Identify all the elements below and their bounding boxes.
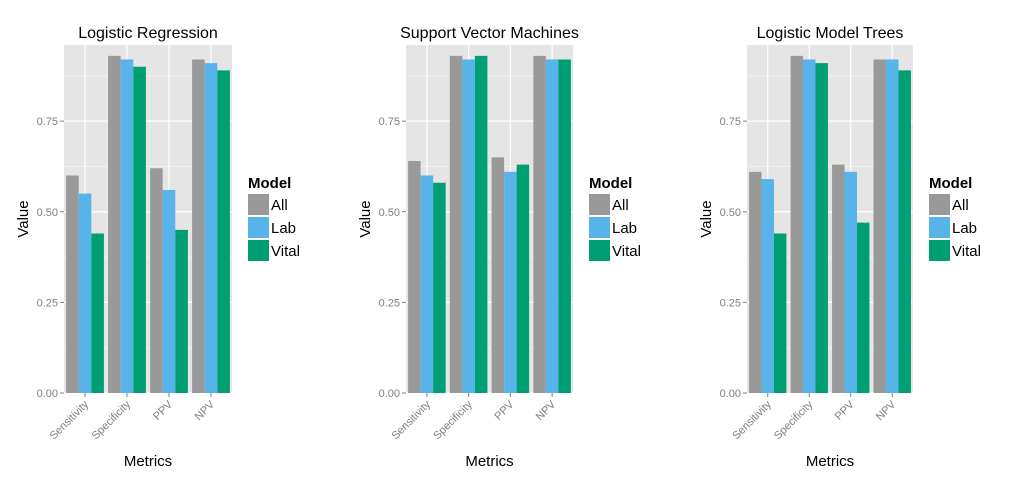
legend-key-lab (929, 217, 950, 238)
y-tick-label: 0.75 (720, 116, 741, 128)
legend-label-lab: Lab (271, 220, 296, 237)
bar-all-sensitivity (749, 171, 762, 393)
y-tick-label: 0.00 (379, 388, 400, 400)
legend-key-vital (248, 240, 269, 261)
chart-title: Logistic Regression (78, 25, 218, 42)
bar-all-npv (533, 55, 546, 393)
legend-label-all: All (952, 197, 969, 214)
bar-lab-sensitivity (420, 175, 434, 393)
bar-all-specificity (790, 55, 804, 393)
legend-title: Model (589, 175, 632, 192)
bar-all-ppv (832, 164, 845, 393)
legend: Model All Lab Vital (589, 175, 641, 261)
x-tick-label: NPV (534, 398, 559, 423)
y-tick-label: 0.50 (37, 207, 58, 219)
bar-vital-ppv (175, 229, 188, 393)
x-tick-label: NPV (874, 398, 899, 423)
legend-label-vital: Vital (952, 243, 981, 260)
legend-key-all (248, 194, 269, 215)
legend-key-lab (248, 217, 269, 238)
x-axis-title: Metrics (806, 453, 854, 470)
bar-lab-npv (886, 59, 899, 393)
bar-all-specificity (449, 55, 463, 393)
chart-title: Logistic Model Trees (757, 25, 904, 42)
y-tick-label: 0.25 (379, 297, 400, 309)
bar-all-ppv (150, 168, 163, 393)
bar-vital-npv (558, 59, 571, 393)
legend-key-vital (929, 240, 950, 261)
bar-lab-npv (545, 59, 559, 393)
bar-all-npv (873, 59, 887, 393)
y-axis-title: Value (15, 200, 32, 237)
bar-all-specificity (108, 55, 121, 393)
bar-lab-specificity (120, 59, 134, 393)
y-tick-label: 0.75 (37, 116, 58, 128)
bar-vital-sensitivity (773, 233, 787, 393)
x-tick-label: NPV (193, 398, 218, 423)
y-tick-label: 0.50 (720, 207, 741, 219)
y-tick-label: 0.00 (37, 388, 58, 400)
bar-lab-specificity (803, 59, 816, 393)
x-tick-label: Sensitivity (389, 398, 433, 442)
bar-vital-sensitivity (91, 233, 104, 393)
bar-all-sensitivity (66, 175, 79, 393)
x-tick-label: Specificity (431, 398, 475, 442)
x-axis-title: Metrics (124, 453, 172, 470)
y-axis-title: Value (698, 200, 715, 237)
x-tick-label: PPV (492, 398, 517, 423)
bar-lab-sensitivity (761, 179, 774, 393)
legend-label-lab: Lab (612, 220, 637, 237)
legend-title: Model (248, 175, 291, 192)
bar-vital-npv (898, 70, 911, 393)
y-tick-label: 0.25 (37, 297, 58, 309)
x-tick-label: Specificity (90, 398, 134, 442)
bar-vital-sensitivity (433, 182, 446, 393)
legend-key-vital (589, 240, 610, 261)
y-axis-title: Value (357, 200, 374, 237)
bar-lab-ppv (844, 171, 857, 393)
x-axis-title: Metrics (465, 453, 513, 470)
bar-vital-specificity (133, 66, 146, 393)
legend-title: Model (929, 175, 972, 192)
y-tick-label: 0.25 (720, 297, 741, 309)
bar-vital-ppv (856, 222, 870, 393)
y-tick-label: 0.75 (379, 116, 400, 128)
legend-key-all (589, 194, 610, 215)
y-tick-label: 0.00 (720, 388, 741, 400)
legend: Model All Lab Vital (248, 175, 300, 261)
bar-all-npv (192, 59, 205, 393)
bar-all-ppv (491, 157, 505, 393)
x-tick-label: Specificity (772, 398, 816, 442)
bar-lab-specificity (462, 59, 475, 393)
x-tick-label: Sensitivity (730, 398, 774, 442)
bar-all-sensitivity (408, 161, 421, 393)
x-tick-label: PPV (833, 398, 858, 423)
legend-key-lab (589, 217, 610, 238)
bar-lab-sensitivity (78, 193, 92, 393)
chart-title: Support Vector Machines (400, 25, 579, 42)
x-tick-label: Sensitivity (48, 398, 92, 442)
legend: Model All Lab Vital (929, 175, 981, 261)
legend-key-all (929, 194, 950, 215)
legend-label-all: All (612, 197, 629, 214)
bar-lab-ppv (162, 190, 176, 393)
bar-vital-specificity (815, 63, 828, 393)
legend-label-lab: Lab (952, 220, 977, 237)
legend-label-vital: Vital (271, 243, 300, 260)
bar-vital-npv (217, 70, 230, 393)
legend-label-all: All (271, 197, 288, 214)
bar-vital-ppv (516, 164, 530, 393)
x-tick-label: PPV (151, 398, 176, 423)
legend-label-vital: Vital (612, 243, 641, 260)
bar-vital-specificity (474, 55, 488, 393)
y-tick-label: 0.50 (379, 207, 400, 219)
bar-lab-ppv (504, 171, 517, 393)
bar-lab-npv (204, 63, 218, 393)
